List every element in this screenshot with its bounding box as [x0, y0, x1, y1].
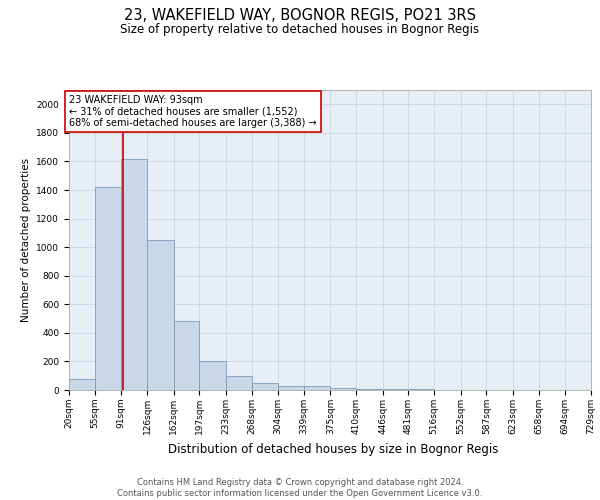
Bar	[199, 362, 226, 390]
Y-axis label: Number of detached properties: Number of detached properties	[21, 158, 31, 322]
Bar	[304, 386, 331, 390]
Bar	[278, 386, 304, 390]
Bar	[331, 388, 356, 390]
Text: Distribution of detached houses by size in Bognor Regis: Distribution of detached houses by size …	[168, 442, 498, 456]
Bar	[226, 376, 251, 390]
Bar	[69, 378, 95, 390]
Text: 23, WAKEFIELD WAY, BOGNOR REGIS, PO21 3RS: 23, WAKEFIELD WAY, BOGNOR REGIS, PO21 3R…	[124, 8, 476, 22]
Bar	[95, 187, 121, 390]
Text: 23 WAKEFIELD WAY: 93sqm
← 31% of detached houses are smaller (1,552)
68% of semi: 23 WAKEFIELD WAY: 93sqm ← 31% of detache…	[69, 95, 317, 128]
Bar	[121, 158, 147, 390]
Bar	[173, 322, 199, 390]
Text: Size of property relative to detached houses in Bognor Regis: Size of property relative to detached ho…	[121, 22, 479, 36]
Bar	[251, 383, 278, 390]
Text: Contains HM Land Registry data © Crown copyright and database right 2024.
Contai: Contains HM Land Registry data © Crown c…	[118, 478, 482, 498]
Bar	[356, 388, 383, 390]
Bar	[147, 240, 173, 390]
